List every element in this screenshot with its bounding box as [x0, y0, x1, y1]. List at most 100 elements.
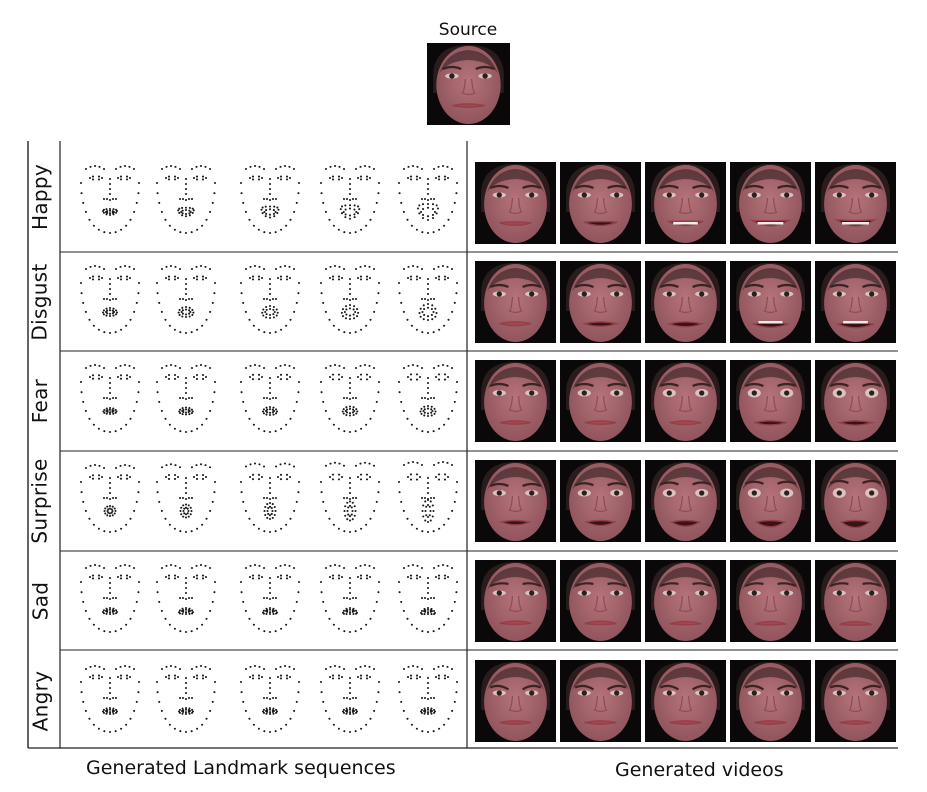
- landmark-point: [169, 664, 173, 668]
- landmark-frame-sad-4: [317, 558, 383, 644]
- landmark-point: [423, 696, 427, 700]
- landmark-point: [424, 609, 427, 612]
- landmark-point: [402, 210, 405, 213]
- landmark-point: [353, 203, 356, 206]
- landmark-point: [208, 566, 212, 570]
- landmark-point: [244, 366, 248, 370]
- mouth: [584, 420, 617, 426]
- landmark-point: [108, 287, 112, 291]
- landmark-point: [184, 308, 188, 311]
- landmark-point: [434, 575, 438, 579]
- landmark-frame-fear-4: [317, 358, 383, 444]
- landmark-point: [190, 366, 194, 370]
- pupil: [666, 390, 672, 396]
- landmark-point: [167, 377, 171, 380]
- landmark-point: [195, 177, 199, 180]
- pupil: [869, 490, 875, 496]
- landmark-point: [119, 564, 122, 567]
- landmark-point: [324, 709, 327, 712]
- landmark-point: [443, 677, 447, 680]
- mouth: [583, 220, 618, 226]
- nose: [593, 197, 608, 214]
- landmark-point: [429, 396, 433, 400]
- landmark-point: [373, 210, 376, 213]
- landmark-point: [451, 709, 454, 712]
- landmark-point: [320, 691, 323, 694]
- landmark-point: [184, 606, 188, 610]
- landmark-point: [434, 315, 437, 318]
- landmark-point: [406, 276, 410, 280]
- row-label-text: Disgust: [28, 263, 52, 341]
- landmark-point: [89, 364, 92, 367]
- landmark-point: [368, 462, 371, 465]
- landmark-point: [268, 298, 272, 302]
- landmark-point: [274, 430, 277, 433]
- landmark-point: [257, 275, 261, 278]
- landmark-point: [356, 176, 360, 179]
- landmark-point: [455, 491, 458, 494]
- pupil: [751, 590, 757, 596]
- landmark-point: [360, 328, 363, 331]
- landmark-point: [343, 310, 346, 314]
- landmark-point: [174, 265, 177, 268]
- landmark-point: [156, 491, 159, 494]
- landmark-point: [431, 216, 435, 219]
- landmark-point: [268, 177, 272, 180]
- landmark-point: [204, 564, 207, 567]
- landmark-point: [343, 430, 346, 433]
- video-frame-angry-1: [475, 660, 556, 742]
- landmark-point: [184, 503, 188, 506]
- landmark-point: [345, 313, 348, 316]
- landmark-point: [319, 380, 323, 384]
- landmark-point: [105, 612, 108, 615]
- landmark-point: [97, 175, 101, 178]
- landmark-point: [423, 396, 427, 400]
- landmark-point: [108, 412, 112, 416]
- landmark-point: [125, 278, 129, 281]
- landmark-point: [108, 708, 112, 711]
- nose: [678, 197, 693, 214]
- landmark-point: [354, 509, 357, 513]
- landmark-point: [292, 667, 296, 671]
- landmark-point: [120, 427, 123, 430]
- row-label-fear: Fear: [22, 351, 58, 451]
- landmark-point: [418, 675, 422, 679]
- landmark-point: [257, 175, 261, 178]
- landmark-point: [447, 218, 450, 221]
- pupil: [869, 690, 875, 696]
- landmark-point: [119, 674, 123, 677]
- landmark-point: [292, 267, 296, 271]
- landmark-point: [268, 430, 272, 434]
- landmark-point: [204, 575, 208, 579]
- landmark-point: [167, 177, 171, 180]
- landmark-point: [279, 275, 283, 278]
- landmark-point: [268, 381, 272, 385]
- landmark-point: [164, 575, 168, 579]
- landmark-point: [355, 711, 358, 714]
- landmark-point: [419, 315, 422, 318]
- landmark-point: [351, 596, 355, 600]
- landmark-point: [160, 509, 163, 512]
- landmark-point: [333, 563, 337, 567]
- landmark-point: [266, 408, 269, 411]
- landmark-point: [346, 509, 349, 513]
- landmark-point: [441, 563, 445, 567]
- landmark-point: [260, 575, 264, 579]
- landmark-point: [432, 596, 436, 600]
- landmark-point: [190, 530, 193, 533]
- landmark-point: [105, 207, 108, 210]
- landmark-point: [329, 364, 332, 367]
- mouth: [584, 620, 617, 626]
- landmark-point: [211, 400, 214, 403]
- eyebrow: [522, 184, 542, 189]
- landmark-point: [114, 630, 117, 633]
- landmark-point: [430, 414, 433, 417]
- landmark-point: [155, 680, 159, 684]
- landmark-point: [268, 611, 272, 614]
- landmark-point: [248, 517, 251, 520]
- landmark-point: [406, 617, 409, 620]
- landmark-point: [195, 474, 199, 477]
- landmark-point: [213, 680, 217, 684]
- landmark-point: [201, 374, 205, 377]
- landmark-point: [128, 276, 132, 280]
